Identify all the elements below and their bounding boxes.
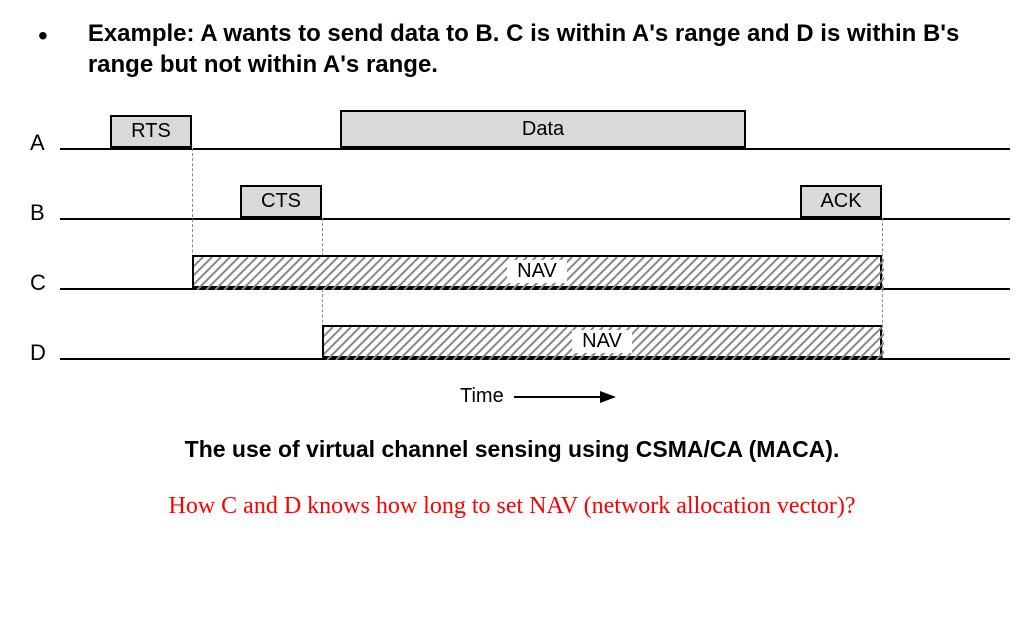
lane-label-A: A bbox=[30, 130, 45, 156]
timeline-A bbox=[60, 148, 1010, 150]
time-axis-label: Time bbox=[460, 385, 614, 408]
nav-bar: NAV bbox=[322, 325, 882, 358]
bullet-glyph: • bbox=[38, 22, 48, 50]
frame-rts: RTS bbox=[110, 115, 192, 148]
lane-label-C: C bbox=[30, 270, 46, 296]
frame-ack: ACK bbox=[800, 185, 882, 218]
nav-label: NAV bbox=[507, 260, 567, 283]
question-text: How C and D knows how long to set NAV (n… bbox=[20, 493, 1004, 520]
example-text: Example: A wants to send data to B. C is… bbox=[88, 18, 1004, 80]
timeline-B bbox=[60, 218, 1010, 220]
diagram-caption: The use of virtual channel sensing using… bbox=[20, 436, 1004, 463]
nav-label: NAV bbox=[572, 330, 632, 353]
frame-cts: CTS bbox=[240, 185, 322, 218]
lane-label-D: D bbox=[30, 340, 46, 366]
nav-bar: NAV bbox=[192, 255, 882, 288]
lane-label-B: B bbox=[30, 200, 45, 226]
time-text: Time bbox=[460, 385, 504, 408]
timing-diagram: A B C D RTS Data CTS ACK NAV NAV Time bbox=[30, 110, 1010, 420]
frame-data: Data bbox=[340, 110, 746, 148]
time-arrow-icon bbox=[514, 396, 614, 398]
example-header: • Example: A wants to send data to B. C … bbox=[20, 18, 1004, 80]
